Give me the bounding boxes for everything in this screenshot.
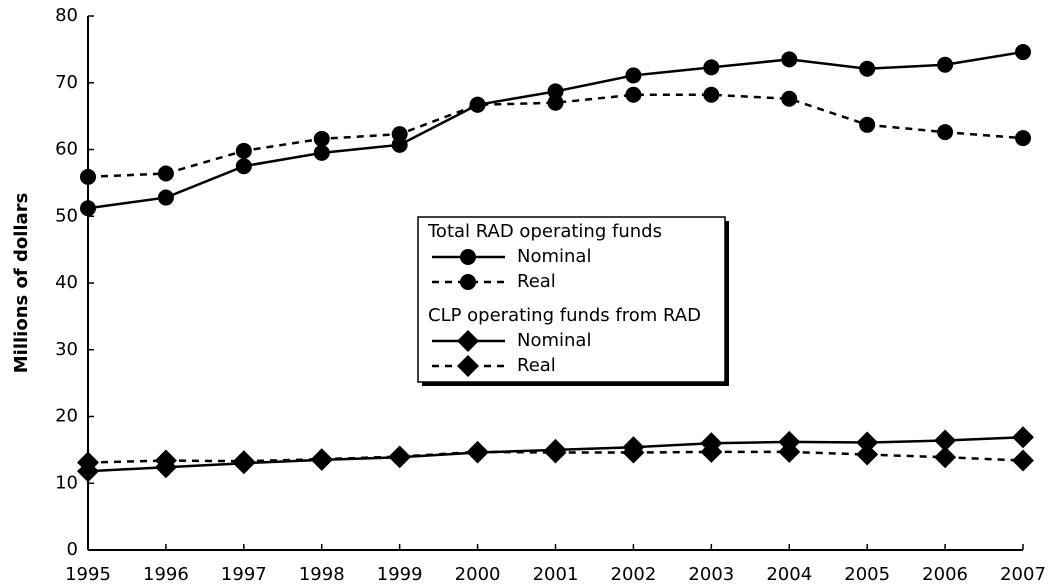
marker [154, 449, 177, 472]
marker [859, 116, 876, 133]
marker [80, 168, 96, 185]
x-tick-label: 1998 [299, 564, 345, 585]
marker [313, 144, 330, 161]
marker [157, 189, 174, 206]
legend-box [417, 216, 726, 383]
series-line [87, 50, 1024, 210]
x-tick-label: 1999 [377, 564, 423, 585]
marker [547, 83, 564, 100]
legend-label: Nominal [517, 330, 591, 351]
x-tick-label: 2001 [533, 564, 579, 585]
marker [859, 60, 876, 77]
x-tick-label: 2002 [611, 564, 657, 585]
marker [1012, 449, 1034, 472]
marker [703, 86, 720, 103]
y-tick-label: 30 [55, 339, 78, 360]
marker [625, 86, 642, 103]
x-tick-label: 2007 [1000, 564, 1046, 585]
marker [544, 441, 567, 464]
legend: Total RAD operating funds Nominal Real CLP … [417, 216, 729, 386]
marker [700, 440, 723, 463]
marker [391, 126, 408, 143]
legend-group-title: CLP operating funds from RAD [428, 305, 701, 326]
marker [934, 446, 957, 469]
marker [77, 451, 99, 474]
marker [856, 431, 879, 454]
marker [937, 124, 954, 141]
y-axis-label: Millions of dollars [11, 193, 32, 374]
marker [157, 165, 174, 182]
marker [625, 67, 642, 84]
marker [1012, 426, 1034, 449]
y-tick-label: 50 [55, 205, 78, 226]
marker [547, 94, 564, 111]
marker [466, 440, 489, 463]
x-tick-label: 2005 [844, 564, 890, 585]
marker [232, 450, 255, 473]
x-tick-label: 1996 [143, 564, 189, 585]
y-tick-label: 20 [55, 406, 78, 427]
marker [778, 440, 801, 463]
y-tick-label: 40 [55, 272, 78, 293]
legend-marker [457, 330, 479, 352]
legend-marker [460, 274, 476, 290]
y-tick-label: 80 [55, 5, 78, 26]
y-tick-label: 0 [67, 539, 78, 560]
legend-marker [460, 249, 476, 265]
marker [310, 448, 333, 471]
marker [781, 51, 798, 68]
legend-label: Nominal [517, 246, 591, 267]
marker [1015, 130, 1031, 147]
x-tick-label: 2000 [455, 564, 501, 585]
x-tick-label: 2003 [688, 564, 734, 585]
legend-label: Real [517, 271, 556, 292]
marker [313, 130, 330, 147]
x-tick-label: 2004 [766, 564, 812, 585]
y-tick-label: 10 [55, 472, 78, 493]
legend-marker [457, 355, 479, 377]
marker [937, 56, 954, 73]
y-tick-label: 70 [55, 72, 78, 93]
legend-group-title: Total RAD operating funds [427, 221, 662, 242]
marker [235, 158, 252, 175]
marker [856, 443, 879, 466]
marker [934, 429, 957, 452]
marker [388, 445, 411, 468]
marker [781, 90, 798, 107]
y-tick-label: 60 [55, 139, 78, 160]
marker [235, 142, 252, 159]
marker [622, 441, 645, 464]
x-tick-label: 1997 [221, 564, 267, 585]
marker [80, 200, 96, 217]
x-tick-label: 1995 [65, 564, 111, 585]
legend-label: Real [517, 355, 556, 376]
marker [469, 96, 486, 113]
marker [703, 59, 720, 76]
marker [1015, 44, 1031, 61]
x-tick-label: 2006 [922, 564, 968, 585]
